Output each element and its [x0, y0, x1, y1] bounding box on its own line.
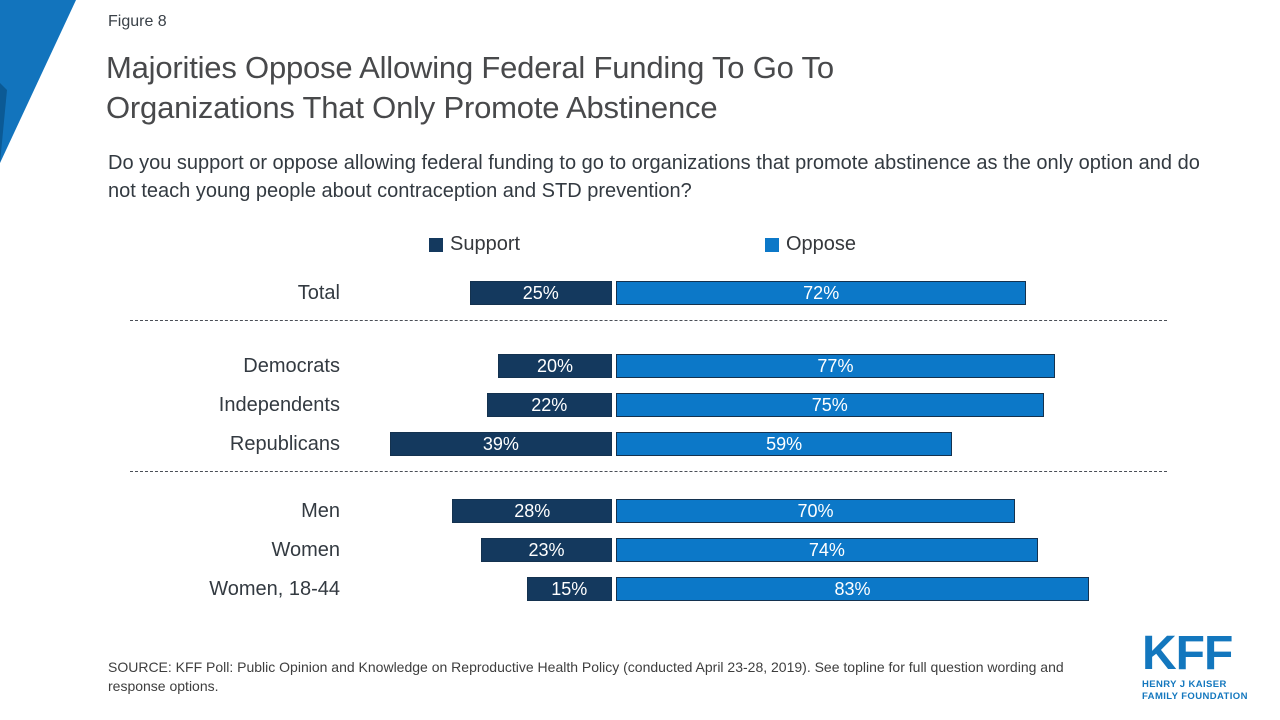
- oppose-bar: 83%: [616, 577, 1090, 601]
- oppose-value: 74%: [808, 539, 845, 560]
- support-bar: 25%: [469, 281, 612, 305]
- oppose-zone: 72%: [616, 281, 1027, 305]
- oppose-zone: 77%: [616, 354, 1055, 378]
- support-bar: 39%: [389, 432, 612, 456]
- chart-row: Men 28% 70%: [0, 499, 1280, 523]
- figure-label: Figure 8: [108, 13, 167, 30]
- row-label: Democrats: [243, 354, 340, 377]
- legend-label: Oppose: [786, 233, 857, 255]
- oppose-value: 72%: [803, 282, 840, 303]
- oppose-zone: 59%: [616, 432, 953, 456]
- row-label: Women, 18-44: [209, 577, 340, 600]
- row-label: Men: [301, 499, 340, 522]
- support-zone: 39%: [388, 432, 612, 456]
- chart-title: Majorities Oppose Allowing Federal Fundi…: [106, 48, 834, 128]
- support-zone: 20%: [388, 354, 612, 378]
- legend-label: Support: [450, 233, 521, 255]
- support-zone: 28%: [388, 499, 612, 523]
- chart-row: Independents 22% 75%: [0, 393, 1280, 417]
- support-zone: 23%: [388, 538, 612, 562]
- chart-title-line1: Majorities Oppose Allowing Federal Fundi…: [106, 50, 834, 85]
- support-zone: 15%: [388, 577, 612, 601]
- row-label: Republicans: [229, 432, 340, 455]
- support-value: 20%: [536, 355, 574, 376]
- support-value: 39%: [482, 433, 519, 454]
- oppose-value: 75%: [811, 394, 848, 415]
- row-label: Total: [297, 281, 340, 304]
- bar-chart: Total 25% 72% Democrats 20% 77% Independents 22…: [0, 281, 1280, 616]
- chart-row: Democrats 20% 77%: [0, 354, 1280, 378]
- support-zone: 22%: [388, 393, 612, 417]
- support-bar: 22%: [486, 393, 612, 417]
- support-value: 15%: [551, 578, 588, 599]
- kff-sub-line2: FAMILY FOUNDATION: [1142, 690, 1248, 702]
- kff-wordmark: KFF: [1142, 627, 1233, 680]
- legend-item-oppose: Oppose: [765, 233, 856, 256]
- chart-subtitle: Do you support or oppose allowing federa…: [108, 152, 1200, 202]
- row-label: Independents: [218, 393, 340, 416]
- support-value: 22%: [531, 394, 568, 415]
- oppose-zone: 70%: [616, 499, 1015, 523]
- chart-row: Total 25% 72%: [0, 281, 1280, 305]
- legend-swatch-support: [429, 237, 443, 252]
- oppose-bar: 77%: [616, 354, 1055, 378]
- support-value: 25%: [522, 282, 559, 303]
- oppose-value: 77%: [817, 355, 854, 376]
- dashed-separator: [130, 471, 1167, 472]
- legend-item-support: Support: [429, 233, 520, 256]
- oppose-value: 59%: [766, 433, 803, 454]
- kff-sub-line1: HENRY J KAISER: [1142, 679, 1227, 690]
- oppose-bar: 72%: [616, 281, 1027, 305]
- oppose-bar: 74%: [616, 538, 1038, 562]
- oppose-zone: 74%: [616, 538, 1038, 562]
- support-value: 23%: [528, 539, 565, 560]
- source-note: SOURCE: KFF Poll: Public Opinion and Kno…: [108, 659, 1064, 694]
- chart-row: Women, 18-44 15% 83%: [0, 577, 1280, 601]
- support-bar: 20%: [498, 354, 612, 378]
- oppose-zone: 83%: [616, 577, 1090, 601]
- dashed-separator: [130, 320, 1167, 321]
- chart-title-line2: Organizations That Only Promote Abstinen…: [106, 90, 718, 125]
- oppose-bar: 75%: [616, 393, 1044, 417]
- kff-logo: KFF HENRY J KAISER FAMILY FOUNDATION: [1142, 629, 1248, 702]
- support-bar: 28%: [452, 499, 612, 523]
- support-zone: 25%: [388, 281, 612, 305]
- oppose-zone: 75%: [616, 393, 1044, 417]
- oppose-bar: 70%: [616, 499, 1015, 523]
- support-bar: 23%: [480, 538, 612, 562]
- legend-swatch-oppose: [765, 237, 779, 252]
- oppose-value: 83%: [834, 578, 871, 599]
- row-label: Women: [271, 538, 340, 561]
- support-value: 28%: [514, 500, 551, 521]
- chart-row: Women 23% 74%: [0, 538, 1280, 562]
- oppose-bar: 59%: [616, 432, 953, 456]
- chart-row: Republicans 39% 59%: [0, 432, 1280, 456]
- corner-accent-triangle: [0, 0, 76, 163]
- support-bar: 15%: [526, 577, 612, 601]
- oppose-value: 70%: [797, 500, 834, 521]
